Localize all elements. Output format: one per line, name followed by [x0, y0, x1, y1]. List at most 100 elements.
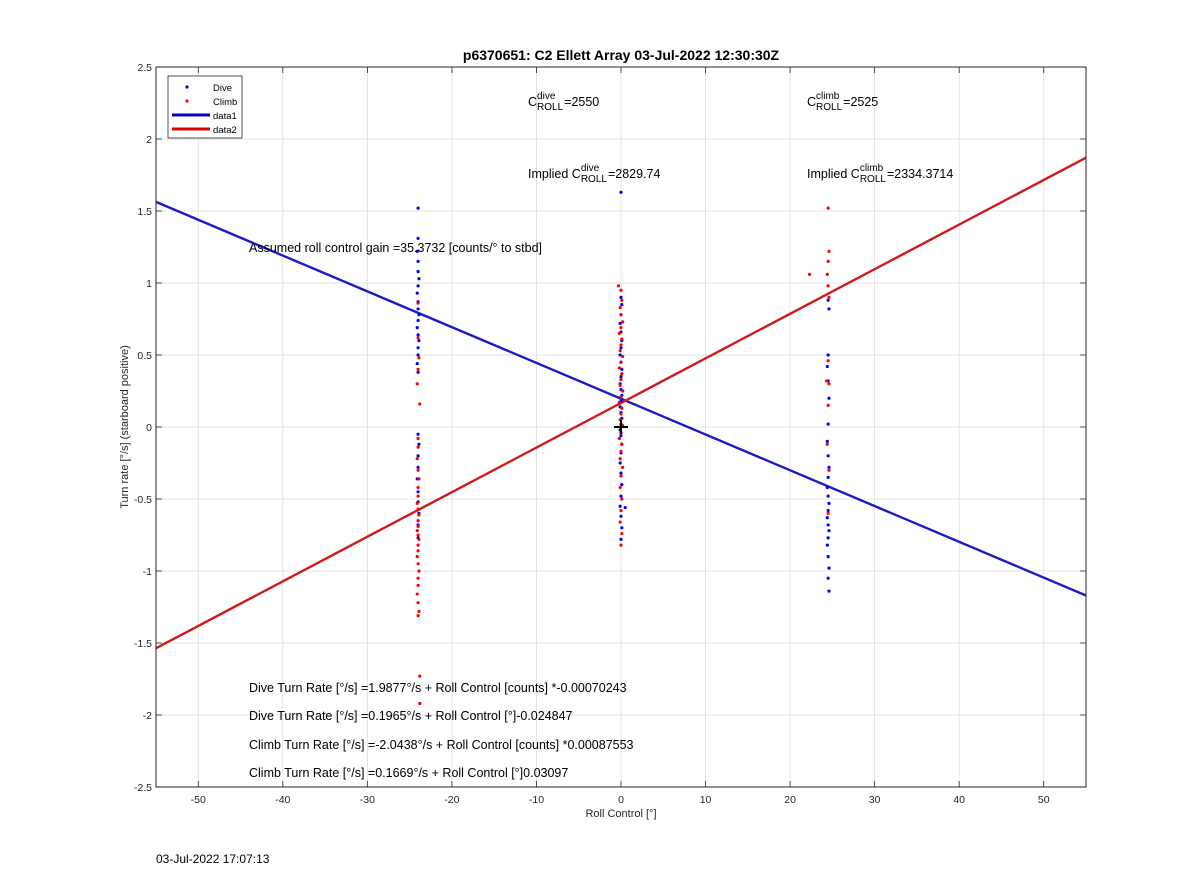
- annotation-text: Implied C: [807, 167, 860, 181]
- annotation-text: Implied C: [528, 167, 581, 181]
- point-climb: [618, 457, 622, 461]
- point-dive: [416, 259, 420, 263]
- point-dive: [619, 494, 623, 498]
- point-climb: [619, 395, 623, 399]
- y-tick-label: 0: [146, 422, 152, 434]
- origin-marker: [614, 420, 628, 434]
- data-points: [415, 190, 831, 706]
- point-dive: [619, 346, 623, 350]
- equation-dive-counts: Dive Turn Rate [°/s] =1.9877°/s + Roll C…: [249, 681, 627, 695]
- point-climb: [621, 465, 625, 469]
- y-tick-label: 0.5: [137, 350, 152, 362]
- point-climb: [619, 449, 623, 454]
- point-dive: [416, 353, 420, 357]
- point-dive: [417, 339, 421, 343]
- point-climb: [416, 549, 420, 553]
- point-dive: [415, 249, 419, 253]
- y-tick-label: -1: [143, 566, 152, 578]
- ticks: -50 -40 -30 -20 -10 0 10 20 30 40 50-2.5-2-1.5-1-0…: [134, 62, 1086, 806]
- point-dive: [416, 307, 420, 311]
- point-dive: [618, 353, 622, 357]
- point-dive: [826, 576, 830, 580]
- equation-climb-degrees: Climb Turn Rate [°/s] =0.1669°/s + Roll …: [249, 766, 568, 780]
- point-dive: [827, 589, 831, 593]
- point-climb: [826, 403, 830, 407]
- point-climb: [416, 445, 420, 449]
- annotation-superscript: dive: [581, 163, 600, 174]
- point-dive: [415, 291, 419, 295]
- chart-title: p6370651: C2 Ellett Array 03-Jul-2022 12…: [463, 47, 780, 63]
- point-dive: [416, 269, 420, 274]
- point-dive: [825, 364, 829, 369]
- point-dive: [416, 346, 420, 350]
- point-climb: [417, 537, 421, 541]
- point-dive: [827, 529, 831, 533]
- point-climb: [416, 614, 420, 618]
- point-dive: [825, 543, 829, 547]
- annotation-superscript: climb: [816, 91, 840, 102]
- point-climb: [826, 284, 830, 288]
- point-climb: [620, 298, 624, 302]
- point-climb: [617, 400, 621, 405]
- x-tick-label: 50: [1038, 794, 1050, 806]
- point-climb: [418, 701, 422, 706]
- point-climb: [416, 301, 420, 305]
- point-climb: [416, 367, 420, 371]
- point-climb: [619, 343, 623, 347]
- point-climb: [415, 501, 419, 505]
- legend: Dive Climb data1 data2: [167, 75, 243, 139]
- point-climb: [824, 379, 829, 383]
- x-tick-label: -10: [529, 794, 544, 806]
- point-climb: [416, 583, 420, 588]
- x-tick-label: -50: [191, 794, 206, 806]
- legend-label: data1: [213, 111, 237, 122]
- timestamp: 03-Jul-2022 17:07:13: [156, 852, 270, 866]
- point-climb: [416, 576, 420, 580]
- point-climb: [416, 533, 420, 537]
- point-dive: [619, 190, 623, 194]
- annotation-text: C: [807, 95, 816, 109]
- point-dive: [416, 236, 420, 240]
- point-climb: [619, 543, 623, 547]
- point-climb: [621, 389, 625, 393]
- point-dive: [827, 307, 831, 311]
- y-tick-label: -2: [143, 710, 152, 722]
- point-climb: [826, 511, 830, 515]
- point-dive: [825, 439, 829, 443]
- point-climb: [618, 305, 622, 310]
- point-climb: [416, 519, 420, 523]
- point-climb: [416, 507, 420, 511]
- point-climb: [826, 206, 830, 210]
- x-tick-label: -20: [444, 794, 459, 806]
- point-climb: [416, 543, 420, 547]
- point-climb: [416, 601, 420, 605]
- point-dive: [825, 485, 829, 490]
- point-dive: [827, 396, 831, 400]
- point-climb: [620, 372, 624, 376]
- point-climb: [620, 531, 624, 536]
- legend-label: Dive: [213, 83, 232, 94]
- point-climb: [417, 569, 421, 573]
- point-dive: [623, 506, 627, 510]
- point-climb: [620, 337, 624, 341]
- point-climb: [416, 468, 420, 472]
- point-climb: [619, 508, 623, 513]
- annotation-value: =2829.74: [608, 167, 661, 181]
- point-climb: [416, 524, 420, 528]
- point-dive: [618, 461, 622, 465]
- fit-line-data2: [155, 156, 1087, 650]
- point-dive: [826, 353, 830, 357]
- point-climb: [621, 354, 625, 359]
- point-climb: [415, 457, 419, 461]
- point-climb: [620, 442, 624, 446]
- point-climb: [621, 320, 625, 324]
- annotation-text: C: [528, 95, 537, 109]
- legend-marker-dive: [185, 85, 189, 89]
- point-dive: [415, 362, 419, 366]
- point-dive: [619, 471, 623, 475]
- y-tick-label: 2.5: [137, 62, 152, 74]
- point-climb: [827, 295, 831, 299]
- legend-marker-climb: [185, 99, 189, 103]
